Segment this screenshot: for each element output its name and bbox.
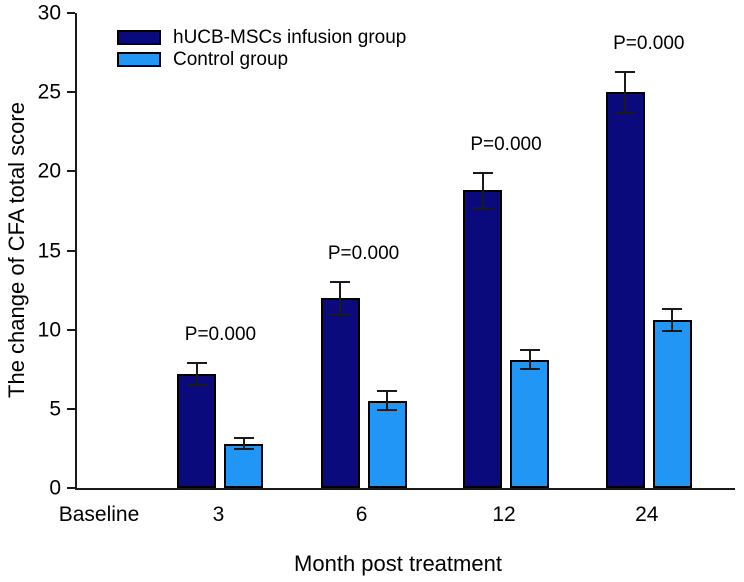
legend-item-label: Control group	[173, 49, 289, 70]
bar-control-group	[224, 443, 264, 488]
p-value-label: P=0.000	[613, 32, 685, 54]
p-value-label: P=0.000	[184, 323, 257, 345]
legend-swatch-control	[117, 52, 161, 67]
y-axis-tick-label: 5	[49, 397, 61, 421]
plot-area: hUCB-MSCs infusion group Control group 0 5…	[38, 3, 735, 499]
x-axis-tick-label: 6	[355, 503, 368, 526]
x-axis-tick-label: 3	[212, 503, 225, 526]
y-axis-tick-label: 10	[37, 318, 61, 342]
error-bar-cap	[233, 448, 254, 451]
bar-treatment-group	[463, 190, 503, 488]
legend-swatch-treatment	[117, 30, 161, 45]
y-axis-tick	[67, 487, 75, 489]
error-bar-line	[624, 71, 627, 113]
y-axis-tick	[67, 328, 75, 331]
p-value-label: P=0.000	[470, 133, 542, 155]
error-bar-line	[242, 438, 245, 450]
error-bar-cap	[186, 361, 207, 364]
error-bar-cap	[519, 349, 540, 352]
y-axis-tick-label: 0	[49, 476, 61, 500]
y-axis-tick-label: 20	[37, 159, 61, 183]
error-bar-line	[528, 350, 531, 370]
legend: hUCB-MSCs infusion group Control group	[117, 27, 407, 73]
p-value-label: P=0.000	[327, 243, 400, 265]
legend-item: hUCB-MSCs infusion group	[117, 27, 407, 48]
error-bar-cap	[615, 111, 636, 114]
x-axis-tick-label: Baseline	[58, 503, 140, 526]
error-bar-cap	[377, 409, 398, 412]
y-axis-tick-label: 30	[37, 1, 61, 25]
x-axis-tick-label: 24	[635, 503, 659, 526]
y-axis-tick-label: 15	[37, 239, 61, 262]
y-axis-tick	[67, 249, 75, 252]
bar-treatment-group	[605, 92, 645, 488]
y-axis-title: The change of CFA total score	[4, 102, 29, 398]
error-bar-cap	[519, 368, 540, 371]
bar-treatment-group	[177, 374, 217, 488]
x-axis-tick-label: 12	[492, 503, 516, 526]
error-bar-line	[195, 362, 198, 386]
legend-item-label: hUCB-MSCs infusion group	[173, 27, 407, 48]
bar-control-group	[652, 320, 692, 488]
error-bar-line	[386, 391, 389, 411]
error-bar-cap	[472, 171, 493, 174]
y-axis-tick-label: 25	[37, 80, 61, 104]
error-bar-line	[339, 282, 342, 314]
y-axis-tick	[67, 170, 75, 173]
y-axis-tick	[67, 407, 75, 410]
x-axis-title: Month post treatment	[294, 551, 502, 576]
error-bar-line	[481, 172, 484, 208]
error-bar-cap	[472, 206, 493, 209]
error-bar-cap	[615, 70, 636, 73]
bar-control-group	[367, 400, 407, 488]
error-bar-cap	[330, 281, 351, 284]
bar-control-group	[510, 359, 550, 488]
error-bar-line	[671, 309, 674, 332]
y-axis-tick	[67, 12, 75, 14]
error-bar-cap	[186, 384, 207, 387]
legend-item: Control group	[117, 49, 406, 70]
error-bar-cap	[330, 312, 351, 315]
error-bar-cap	[233, 437, 254, 440]
error-bar-cap	[377, 390, 398, 393]
error-bar-cap	[662, 308, 683, 311]
bar-treatment-group	[320, 298, 360, 488]
y-axis-tick	[67, 91, 75, 94]
error-bar-cap	[662, 330, 683, 333]
